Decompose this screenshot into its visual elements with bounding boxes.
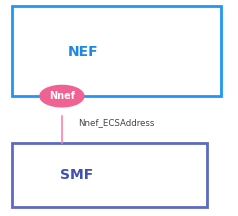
Text: Nnef: Nnef [49,91,75,101]
Text: NEF: NEF [68,45,99,59]
Text: Nnef_ECSAddress: Nnef_ECSAddress [79,119,155,128]
FancyBboxPatch shape [12,6,221,96]
FancyBboxPatch shape [12,143,207,207]
Text: SMF: SMF [60,168,93,182]
Ellipse shape [40,85,84,107]
